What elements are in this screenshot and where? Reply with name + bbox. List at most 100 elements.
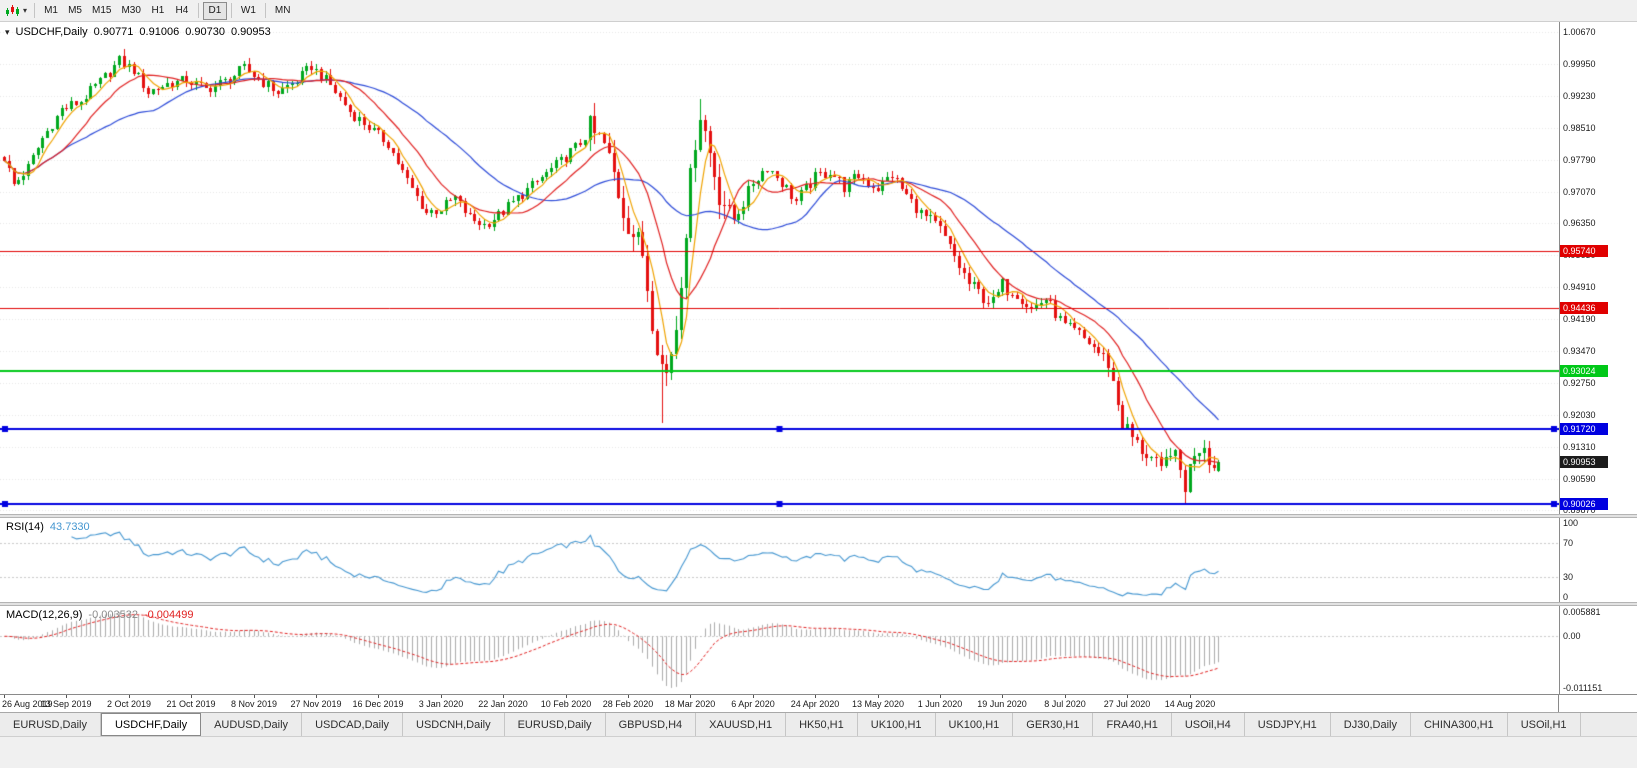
chart-tab-uk100-h1[interactable]: UK100,H1 xyxy=(935,713,1014,736)
date-tick xyxy=(1127,695,1128,698)
hline-price-tag: 0.94436 xyxy=(1560,302,1608,315)
macd-axis-label: 0.005881 xyxy=(1563,607,1601,617)
price-axis-label: 0.92750 xyxy=(1563,377,1596,388)
price-axis-label: 0.92030 xyxy=(1563,409,1596,420)
date-tick xyxy=(815,695,816,698)
rsi-chart-canvas[interactable] xyxy=(0,518,1559,602)
date-label: 6 Apr 2020 xyxy=(731,699,775,709)
date-tick xyxy=(66,695,67,698)
chart-tab-eurusd-daily[interactable]: EURUSD,Daily xyxy=(0,713,101,736)
date-label: 19 Jun 2020 xyxy=(977,699,1027,709)
date-tick xyxy=(4,695,5,698)
price-axis-label: 0.97070 xyxy=(1563,186,1596,197)
chart-tab-usdchf-daily[interactable]: USDCHF,Daily xyxy=(100,713,202,736)
date-label: 10 Feb 2020 xyxy=(540,699,592,709)
rsi-axis-label: 70 xyxy=(1563,538,1574,549)
timeframe-button-mn[interactable]: MN xyxy=(270,2,296,20)
date-tick xyxy=(316,695,317,698)
candlestick-chart-icon xyxy=(6,5,19,16)
chart-tab-usoil-h1[interactable]: USOil,H1 xyxy=(1507,713,1581,736)
timeframe-button-h4[interactable]: H4 xyxy=(170,2,194,20)
timeframe-toolbar: ▾ M1 M5 M15 M30 H1 H4 D1 W1 MN xyxy=(0,0,1637,22)
ohlc-open: 0.90771 xyxy=(93,26,134,38)
price-pane: ▾ USDCHF,Daily 0.90771 0.91006 0.90730 0… xyxy=(0,22,1637,514)
macd-value-main: -0.003532 xyxy=(88,609,138,621)
date-tick xyxy=(878,695,879,698)
chart-tab-ger30-h1[interactable]: GER30,H1 xyxy=(1013,713,1094,736)
rsi-value: 43.7330 xyxy=(49,521,90,533)
price-axis-label: 0.91310 xyxy=(1563,441,1596,452)
date-label: 3 Jan 2020 xyxy=(418,699,464,709)
rsi-axis-label: 30 xyxy=(1563,571,1574,582)
timeframe-button-m5[interactable]: M5 xyxy=(63,2,87,20)
chart-tabs: EURUSD,Daily USDCHF,Daily AUDUSD,Daily USDC… xyxy=(0,712,1637,736)
price-axis-label: 1.00670 xyxy=(1563,27,1596,38)
date-label: 26 Aug 2019 xyxy=(2,699,53,709)
macd-name: MACD(12,26,9) xyxy=(6,609,83,621)
chart-tab-china300-h1[interactable]: CHINA300,H1 xyxy=(1410,713,1508,736)
price-axis-label: 0.96350 xyxy=(1563,218,1596,229)
date-label: 22 Jan 2020 xyxy=(478,699,528,709)
pane-separator[interactable] xyxy=(0,514,1637,518)
date-label: 14 Aug 2020 xyxy=(1164,699,1216,709)
timeframe-button-h1[interactable]: H1 xyxy=(146,2,170,20)
chart-tab-audusd-daily[interactable]: AUDUSD,Daily xyxy=(201,713,303,736)
rsi-pane: RSI(14) 43.7330 100 70 30 0 xyxy=(0,518,1637,602)
chart-title: ▾ USDCHF,Daily 0.90771 0.91006 0.90730 0… xyxy=(5,26,271,38)
rsi-axis-label: 0 xyxy=(1563,592,1569,602)
chart-tab-dj30-daily[interactable]: DJ30,Daily xyxy=(1330,713,1411,736)
date-label: 8 Jul 2020 xyxy=(1044,699,1086,709)
date-label: 21 Oct 2019 xyxy=(166,699,216,709)
price-chart-canvas[interactable] xyxy=(0,22,1559,514)
chart-tab-xauusd-h1[interactable]: XAUUSD,H1 xyxy=(696,713,787,736)
chart-tab-uk100-h1[interactable]: UK100,H1 xyxy=(857,713,936,736)
macd-chart-canvas[interactable] xyxy=(0,606,1559,694)
date-label: 13 Sep 2019 xyxy=(40,699,92,709)
pane-separator[interactable] xyxy=(0,602,1637,606)
price-axis-label: 0.99230 xyxy=(1563,90,1596,101)
date-tick xyxy=(378,695,379,698)
rsi-axis[interactable]: 100 70 30 0 xyxy=(1559,518,1637,602)
toolbar-separator xyxy=(264,3,266,18)
price-axis-label: 0.89870 xyxy=(1563,505,1596,514)
price-axis[interactable]: 1.00670 0.99950 0.99230 0.98510 0.97790 0.970… xyxy=(1559,22,1637,514)
chart-tab-usoil-h4[interactable]: USOil,H4 xyxy=(1171,713,1245,736)
chart-tab-hk50-h1[interactable]: HK50,H1 xyxy=(786,713,858,736)
hline-price-tag: 0.93024 xyxy=(1560,364,1608,377)
timeframe-button-m30[interactable]: M30 xyxy=(116,2,145,20)
ohlc-high: 0.91006 xyxy=(139,26,180,38)
date-axis[interactable]: 26 Aug 2019 13 Sep 2019 2 Oct 2019 21 Oct 2… xyxy=(0,694,1637,712)
date-tick xyxy=(191,695,192,698)
date-tick xyxy=(690,695,691,698)
rsi-name: RSI(14) xyxy=(6,521,44,533)
hline-price-tag: 0.95740 xyxy=(1560,244,1608,257)
chart-tab-usdcad-daily[interactable]: USDCAD,Daily xyxy=(302,713,404,736)
date-tick xyxy=(628,695,629,698)
chart-symbol-period: USDCHF,Daily xyxy=(15,26,88,38)
chart-tab-usdjpy-h1[interactable]: USDJPY,H1 xyxy=(1244,713,1331,736)
timeframe-button-d1[interactable]: D1 xyxy=(202,1,227,20)
chart-tab-eurusd-daily[interactable]: EURUSD,Daily xyxy=(504,713,606,736)
date-label: 16 Dec 2019 xyxy=(352,699,404,709)
date-label: 18 Mar 2020 xyxy=(664,699,716,709)
chart-tab-gbpusd-h4[interactable]: GBPUSD,H4 xyxy=(605,713,697,736)
date-label: 2 Oct 2019 xyxy=(106,699,152,709)
toolbar-separator xyxy=(34,3,36,18)
timeframe-button-m1[interactable]: M1 xyxy=(39,2,63,20)
chart-type-button[interactable]: ▾ xyxy=(3,2,30,20)
date-tick xyxy=(940,695,941,698)
macd-axis[interactable]: 0.005881 0.00 -0.011151 xyxy=(1559,606,1637,694)
date-tick xyxy=(1002,695,1003,698)
timeframe-button-m15[interactable]: M15 xyxy=(87,2,116,20)
chart-tab-fra40-h1[interactable]: FRA40,H1 xyxy=(1093,713,1172,736)
chart-tab-usdcnh-daily[interactable]: USDCNH,Daily xyxy=(403,713,505,736)
hline-price-tag: 0.91720 xyxy=(1560,422,1608,435)
window-menu-icon[interactable]: ▾ xyxy=(5,26,10,37)
date-label: 8 Nov 2019 xyxy=(230,699,278,709)
timeframe-button-w1[interactable]: W1 xyxy=(236,2,261,20)
ohlc-close: 0.90953 xyxy=(230,26,271,38)
date-label: 28 Feb 2020 xyxy=(602,699,654,709)
current-price-tag: 0.90953 xyxy=(1560,456,1608,469)
macd-axis-label: 0.00 xyxy=(1563,631,1581,642)
